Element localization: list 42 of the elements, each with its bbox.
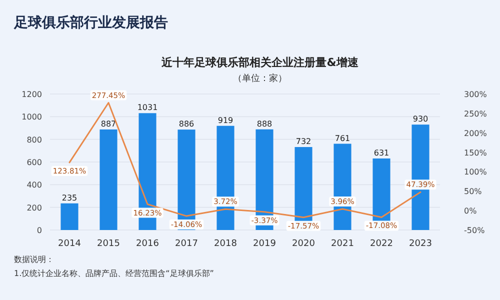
text: 足球俱乐部行业发展报告 bbox=[13, 14, 168, 31]
y-tick-label: 1000 bbox=[22, 112, 42, 122]
text: 数据说明： bbox=[14, 255, 54, 264]
x-tick-label: 2019 bbox=[253, 239, 276, 249]
y2-tick-label: 100% bbox=[464, 168, 488, 177]
bar bbox=[100, 129, 118, 230]
data-label: 919 bbox=[218, 116, 234, 125]
y-tick-label: 800 bbox=[26, 135, 42, 144]
x-tick-label: 2015 bbox=[97, 239, 120, 249]
y2-tick-label: 0% bbox=[464, 206, 478, 216]
y2-tick-label: 200% bbox=[464, 128, 488, 138]
y-tick-label: 1200 bbox=[22, 90, 42, 99]
text: 1.仅统计企业名称、品牌产品、经营范围含“足球俱乐部” bbox=[14, 269, 214, 278]
x-tick-label: 2018 bbox=[214, 239, 238, 249]
chart-title: 近十年足球俱乐部相关企业注册量&增速 bbox=[160, 56, 360, 69]
x-tick-label: 2014 bbox=[58, 239, 82, 249]
x-tick-label: 2021 bbox=[331, 239, 354, 249]
bar bbox=[60, 203, 78, 230]
y2-tick-label: 150% bbox=[464, 148, 488, 158]
x-tick-label: 2023 bbox=[409, 239, 432, 249]
data-label: 887 bbox=[100, 119, 116, 128]
data-label: 631 bbox=[374, 148, 390, 158]
y-tick-label: 200 bbox=[26, 203, 42, 212]
x-tick-label: 2022 bbox=[370, 239, 393, 249]
y-tick-label: 600 bbox=[26, 158, 42, 167]
data-label: 888 bbox=[256, 119, 272, 128]
chart-subtitle: （单位：家） bbox=[233, 73, 287, 84]
y2-tick-label: -50% bbox=[464, 226, 486, 235]
data-label: 930 bbox=[412, 114, 428, 124]
data-label: 1031 bbox=[137, 103, 158, 112]
y2-tick-label: 250% bbox=[464, 109, 488, 118]
y-tick-label: 0 bbox=[36, 226, 42, 235]
data-label: 761 bbox=[334, 134, 350, 143]
x-tick-label: 2020 bbox=[292, 239, 316, 249]
x-tick-label: 2017 bbox=[175, 239, 198, 249]
y2-tick-label: 50% bbox=[464, 187, 482, 196]
data-label: 886 bbox=[178, 120, 194, 129]
y-tick-label: 400 bbox=[26, 180, 42, 190]
y2-tick-label: 300% bbox=[464, 90, 488, 99]
data-label: 732 bbox=[296, 137, 312, 146]
x-tick-label: 2016 bbox=[136, 239, 160, 249]
data-label: 235 bbox=[62, 193, 78, 202]
